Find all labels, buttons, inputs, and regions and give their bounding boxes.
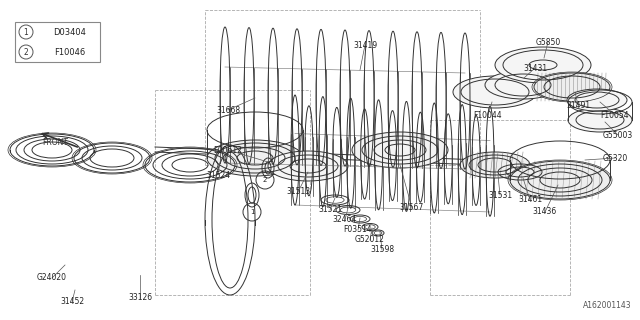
Text: FRONT: FRONT xyxy=(42,138,68,147)
Ellipse shape xyxy=(495,47,591,83)
Text: 1: 1 xyxy=(250,209,254,215)
Ellipse shape xyxy=(534,73,610,101)
Text: 31513: 31513 xyxy=(286,188,310,196)
Text: G5850: G5850 xyxy=(536,37,561,46)
Circle shape xyxy=(19,45,33,59)
Text: G5320: G5320 xyxy=(602,154,628,163)
Ellipse shape xyxy=(510,161,610,199)
Text: G52012: G52012 xyxy=(355,236,385,244)
Text: 31431: 31431 xyxy=(523,63,547,73)
Text: 31598: 31598 xyxy=(370,245,394,254)
Text: G55003: G55003 xyxy=(603,131,633,140)
Text: 31436: 31436 xyxy=(533,207,557,217)
Text: 31419: 31419 xyxy=(353,41,377,50)
Text: 31668: 31668 xyxy=(216,106,240,115)
Ellipse shape xyxy=(485,71,561,99)
Text: 2: 2 xyxy=(263,177,267,183)
Text: F10044: F10044 xyxy=(474,110,502,119)
Text: 31452: 31452 xyxy=(60,298,84,307)
Text: 31567: 31567 xyxy=(400,204,424,212)
Text: 31521: 31521 xyxy=(318,205,342,214)
Text: 1: 1 xyxy=(24,28,28,36)
Ellipse shape xyxy=(207,140,303,176)
Ellipse shape xyxy=(453,76,537,108)
Ellipse shape xyxy=(568,108,632,132)
Ellipse shape xyxy=(352,132,448,168)
Text: A162001143: A162001143 xyxy=(584,301,632,310)
Text: 31524: 31524 xyxy=(206,171,230,180)
Text: F10054: F10054 xyxy=(601,110,629,119)
Text: 33126: 33126 xyxy=(128,293,152,302)
Circle shape xyxy=(19,25,33,39)
Text: E00612: E00612 xyxy=(214,146,243,155)
Text: 31461: 31461 xyxy=(518,196,542,204)
Text: G24020: G24020 xyxy=(37,274,67,283)
Text: 2: 2 xyxy=(24,47,28,57)
Ellipse shape xyxy=(460,152,530,178)
Text: 31491: 31491 xyxy=(566,100,590,109)
Ellipse shape xyxy=(567,89,627,111)
Text: 32464: 32464 xyxy=(333,215,357,225)
Bar xyxy=(15,22,100,62)
Text: D03404: D03404 xyxy=(54,28,86,36)
Text: F10046: F10046 xyxy=(54,47,86,57)
Ellipse shape xyxy=(268,151,348,181)
Text: F03514: F03514 xyxy=(344,226,372,235)
Text: 31531: 31531 xyxy=(488,190,512,199)
